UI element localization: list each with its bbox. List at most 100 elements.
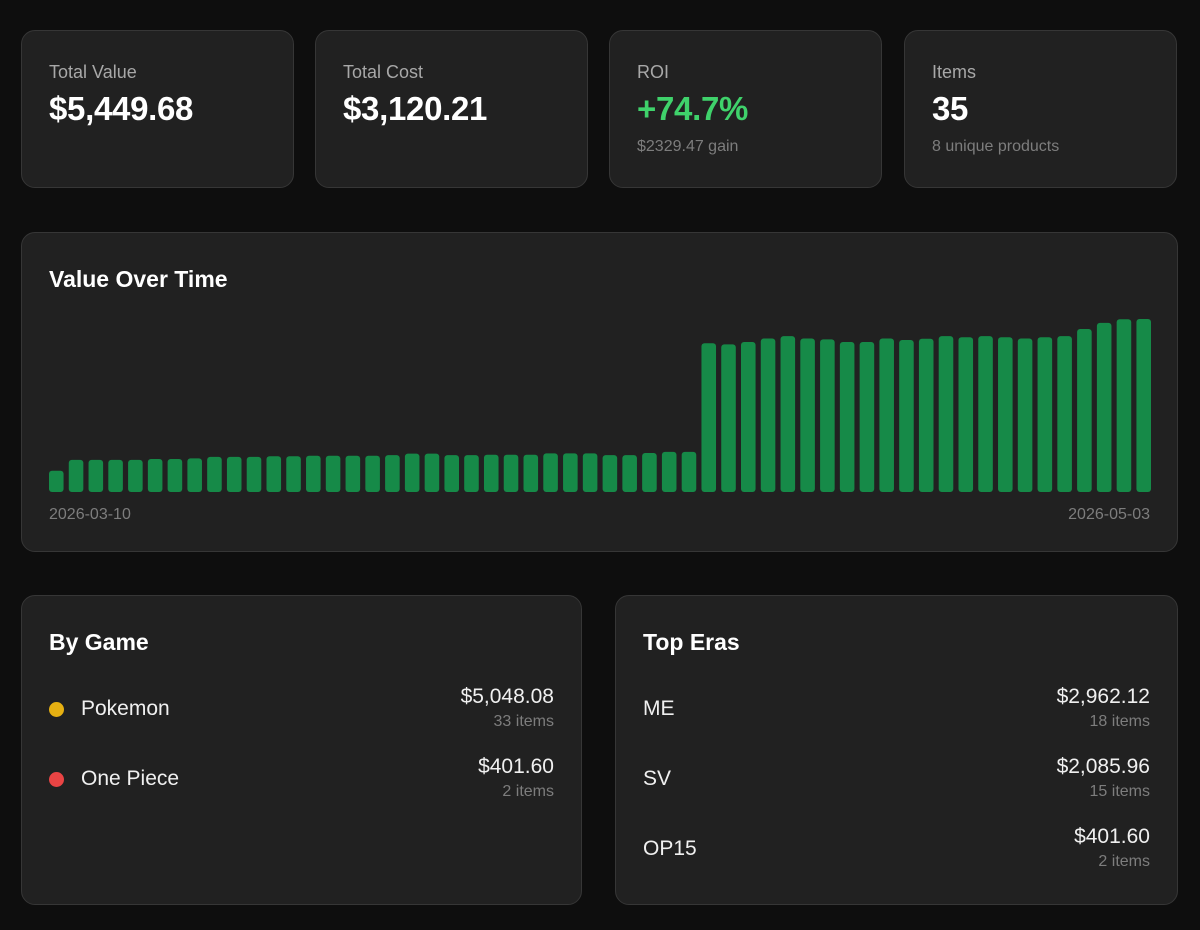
chart-bar[interactable] — [958, 337, 974, 492]
era-amount: $2,962.12 — [1056, 685, 1150, 708]
stat-value: $3,120.21 — [343, 90, 488, 127]
era-count: 15 items — [1089, 783, 1150, 800]
x-axis-start-label: 2026-03-10 — [49, 506, 131, 523]
game-count: 33 items — [493, 713, 554, 730]
game-name: One Piece — [81, 767, 180, 790]
chart-bar[interactable] — [483, 454, 499, 492]
chart-bar[interactable] — [286, 456, 301, 492]
chart-bar[interactable] — [1116, 319, 1132, 492]
chart-bar[interactable] — [207, 456, 222, 492]
chart-bar[interactable] — [108, 459, 123, 492]
chart-bar[interactable] — [681, 451, 697, 492]
chart-title: Value Over Time — [49, 266, 228, 292]
value-chart — [49, 319, 1151, 492]
list-item[interactable]: SV $2,085.96 15 items — [643, 754, 1150, 804]
stat-card-items: Items 35 8 unique products — [904, 30, 1177, 188]
stat-label: Total Cost — [343, 62, 424, 82]
stat-label: ROI — [637, 62, 670, 82]
chart-bar[interactable] — [226, 456, 242, 492]
chart-bar[interactable] — [879, 338, 894, 492]
chart-bar[interactable] — [404, 453, 420, 492]
list-item[interactable]: One Piece $401.60 2 items — [49, 754, 554, 804]
stat-card-roi: ROI +74.7% $2329.47 gain — [609, 30, 882, 188]
era-count: 2 items — [1098, 853, 1150, 870]
chart-bar[interactable] — [365, 455, 380, 492]
chart-bar[interactable] — [859, 342, 875, 492]
chart-bar[interactable] — [721, 344, 736, 492]
color-dot — [49, 772, 64, 787]
stat-label: Total Value — [49, 62, 137, 82]
top-eras-card: Top Eras ME $2,962.12 18 items SV $2,085… — [615, 595, 1178, 905]
chart-bar[interactable] — [345, 455, 361, 492]
chart-bar[interactable] — [385, 455, 400, 492]
era-count: 18 items — [1089, 713, 1150, 730]
chart-bar[interactable] — [622, 455, 637, 492]
chart-bar[interactable] — [167, 458, 183, 492]
chart-bar[interactable] — [839, 342, 855, 492]
chart-bar[interactable] — [918, 338, 934, 492]
game-count: 2 items — [502, 783, 554, 800]
chart-bar[interactable] — [800, 338, 815, 492]
chart-bar[interactable] — [187, 458, 202, 492]
chart-bar[interactable] — [1077, 329, 1092, 492]
stat-card-total-cost: Total Cost $3,120.21 — [315, 30, 588, 188]
chart-bar[interactable] — [266, 456, 282, 492]
value-over-time-card: Value Over Time 2026-03-10 2026-05-03 — [21, 232, 1178, 552]
top-eras-title: Top Eras — [643, 629, 740, 655]
chart-bar[interactable] — [88, 459, 104, 492]
chart-bar[interactable] — [642, 453, 657, 492]
chart-bar[interactable] — [128, 459, 143, 492]
chart-bar[interactable] — [938, 336, 954, 492]
by-game-card: By Game Pokemon $5,048.08 33 items One P… — [21, 595, 582, 905]
chart-bar[interactable] — [1136, 319, 1151, 492]
chart-bar[interactable] — [147, 458, 163, 492]
list-item[interactable]: ME $2,962.12 18 items — [643, 684, 1150, 734]
era-amount: $2,085.96 — [1056, 755, 1150, 778]
chart-bar[interactable] — [741, 342, 756, 492]
chart-bar[interactable] — [306, 455, 321, 492]
chart-bar[interactable] — [1096, 322, 1112, 492]
chart-bar[interactable] — [68, 459, 84, 492]
chart-bar[interactable] — [1017, 338, 1033, 492]
chart-bar[interactable] — [523, 454, 539, 492]
x-axis-end-label: 2026-05-03 — [1068, 506, 1150, 523]
chart-bar[interactable] — [444, 455, 459, 492]
color-dot — [49, 702, 64, 717]
chart-bar[interactable] — [602, 455, 618, 492]
by-game-title: By Game — [49, 629, 149, 655]
era-name: SV — [643, 767, 672, 790]
game-name: Pokemon — [81, 697, 170, 720]
chart-bar[interactable] — [978, 336, 993, 492]
game-amount: $401.60 — [478, 755, 554, 778]
chart-bar[interactable] — [246, 456, 262, 492]
chart-bar[interactable] — [49, 470, 64, 492]
chart-bar[interactable] — [325, 455, 341, 492]
game-amount: $5,048.08 — [460, 685, 554, 708]
stat-card-total-value: Total Value $5,449.68 — [21, 30, 294, 188]
era-name: ME — [643, 697, 675, 720]
chart-bar[interactable] — [1057, 336, 1072, 492]
chart-bar[interactable] — [503, 454, 519, 492]
chart-bar[interactable] — [582, 453, 598, 492]
stat-sub: $2329.47 gain — [637, 138, 739, 155]
era-name: OP15 — [643, 837, 697, 860]
chart-bar[interactable] — [780, 336, 796, 492]
chart-bar[interactable] — [424, 453, 440, 492]
stat-label: Items — [932, 62, 977, 82]
chart-bar[interactable] — [701, 343, 717, 492]
chart-bar[interactable] — [661, 451, 677, 492]
chart-bar[interactable] — [899, 339, 914, 492]
list-item[interactable]: OP15 $401.60 2 items — [643, 824, 1150, 874]
chart-bar[interactable] — [1037, 337, 1053, 492]
chart-bar[interactable] — [464, 455, 479, 492]
chart-bar[interactable] — [998, 337, 1013, 492]
stat-sub: 8 unique products — [932, 138, 1060, 155]
chart-bar[interactable] — [760, 338, 776, 492]
list-item[interactable]: Pokemon $5,048.08 33 items — [49, 684, 554, 734]
era-amount: $401.60 — [1074, 825, 1150, 848]
chart-bar[interactable] — [820, 339, 835, 492]
chart-bar[interactable] — [563, 453, 578, 492]
chart-bar[interactable] — [543, 453, 558, 492]
stat-value: +74.7% — [637, 90, 749, 127]
stat-value: 35 — [932, 90, 969, 127]
